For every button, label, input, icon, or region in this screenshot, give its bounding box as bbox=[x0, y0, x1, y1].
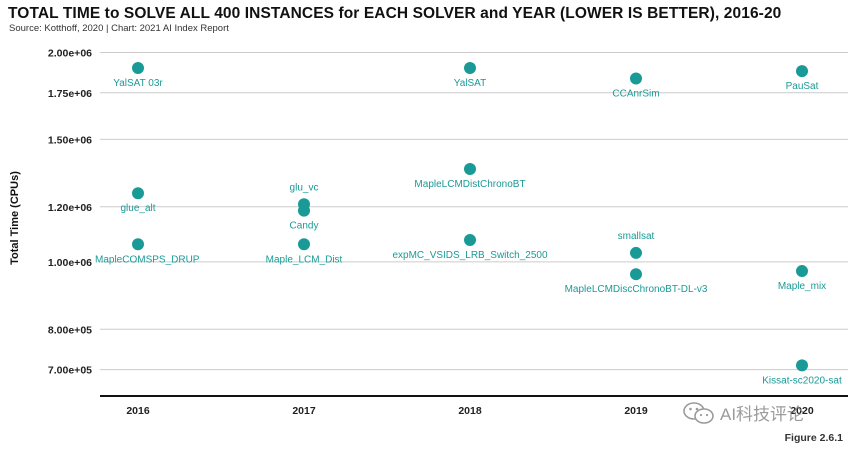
data-point-label: Candy bbox=[290, 221, 319, 232]
data-point bbox=[464, 61, 476, 74]
x-tick-label: 2018 bbox=[458, 405, 482, 417]
figure-label: Figure 2.6.1 bbox=[784, 432, 843, 444]
data-point-label: glu_vc bbox=[290, 182, 319, 193]
y-axis-ticks: 7.00e+05 8.00e+05 1.00e+06 1.20e+06 1.50e+06… bbox=[48, 47, 92, 376]
x-axis-ticks: 2016 2017 2018 2019 2020 bbox=[126, 405, 814, 417]
wechat-icon bbox=[683, 401, 714, 424]
gridlines bbox=[100, 51, 848, 371]
data-point-label: MapleLCMDiscChronoBT-DL-v3 bbox=[565, 284, 708, 295]
data-point-label: Maple_mix bbox=[778, 281, 826, 292]
data-point-label: glue_alt bbox=[120, 203, 155, 214]
y-tick-label: 7.00e+05 bbox=[48, 365, 92, 377]
watermark: AI科技评论 bbox=[682, 400, 804, 425]
data-point bbox=[464, 234, 476, 247]
x-tick-label: 2019 bbox=[624, 405, 648, 417]
data-point-label: YalSAT bbox=[454, 78, 486, 89]
data-point-label: expMC_VSIDS_LRB_Switch_2500 bbox=[392, 250, 548, 261]
y-tick-label: 1.00e+06 bbox=[48, 257, 92, 269]
data-point-label: Maple_LCM_Dist bbox=[266, 254, 343, 265]
y-tick-label: 1.75e+06 bbox=[48, 88, 92, 100]
data-point bbox=[630, 246, 642, 259]
data-point-label: PauSat bbox=[786, 81, 819, 92]
data-point bbox=[796, 359, 808, 372]
data-point-label: CCAnrSim bbox=[612, 88, 659, 99]
x-tick-label: 2020 bbox=[790, 405, 814, 417]
data-point bbox=[132, 238, 144, 251]
x-tick-label: 2016 bbox=[126, 405, 150, 417]
data-point-label: YalSAT 03r bbox=[113, 78, 163, 89]
data-point bbox=[630, 72, 642, 85]
data-point-label: Kissat-sc2020-sat bbox=[762, 375, 842, 386]
y-tick-label: 8.00e+05 bbox=[48, 324, 92, 336]
data-point bbox=[298, 238, 310, 251]
data-point bbox=[630, 268, 642, 281]
data-points: YalSAT 03r glue_alt MapleCOMSPS_DRUP glu_vc… bbox=[95, 61, 842, 386]
chart-title: TOTAL TIME to SOLVE ALL 400 INSTANCES fo… bbox=[8, 5, 782, 22]
data-point bbox=[796, 265, 808, 278]
x-tick-label: 2017 bbox=[292, 405, 316, 417]
data-point bbox=[298, 204, 310, 217]
data-point bbox=[132, 187, 144, 200]
watermark-text: AI科技评论 bbox=[720, 405, 805, 424]
y-axis-label: Total Time (CPUs) bbox=[9, 171, 21, 265]
chart-subtitle: Source: Kotthoff, 2020 | Chart: 2021 AI … bbox=[9, 23, 229, 34]
data-point-label: MapleCOMSPS_DRUP bbox=[95, 254, 200, 265]
y-tick-label: 1.20e+06 bbox=[48, 202, 92, 214]
y-tick-label: 1.50e+06 bbox=[48, 134, 92, 146]
data-point bbox=[464, 162, 476, 175]
data-point-label: smallsat bbox=[618, 231, 655, 242]
data-point-label: MapleLCMDistChronoBT bbox=[414, 179, 525, 190]
data-point bbox=[132, 61, 144, 74]
data-point bbox=[796, 65, 808, 78]
y-tick-label: 2.00e+06 bbox=[48, 47, 92, 59]
